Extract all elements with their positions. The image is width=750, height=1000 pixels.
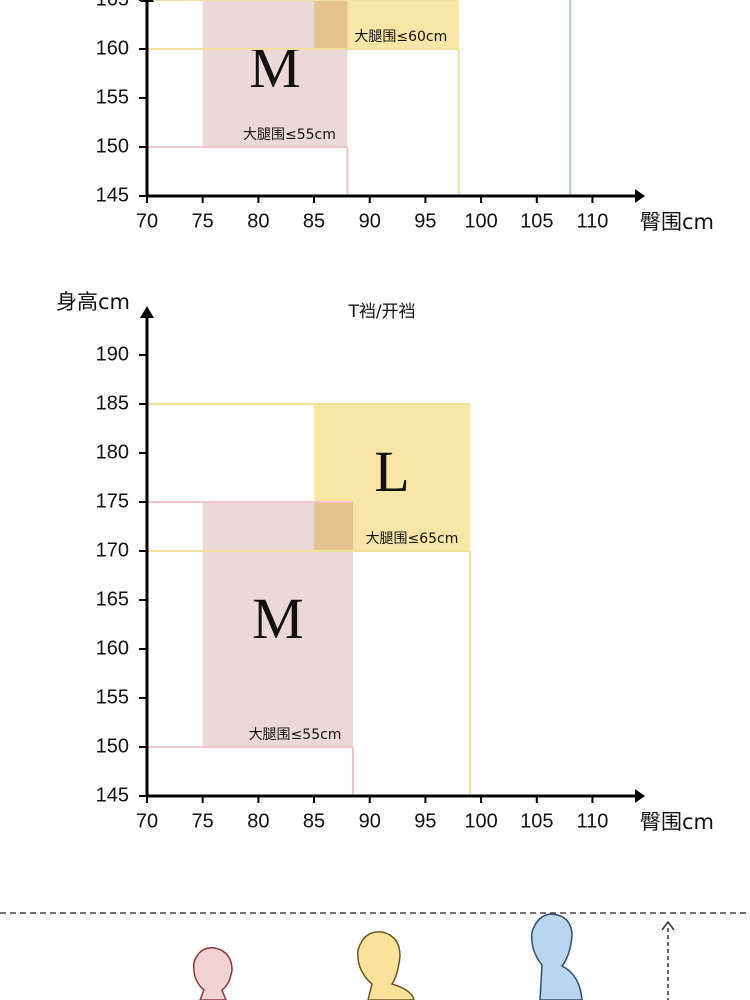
y-tick-label: 155 [96, 686, 129, 708]
size-letter: M [249, 35, 301, 100]
x-axis-arrow [635, 789, 645, 803]
chart: M 大腿围≤55cm 大腿围≤60cm 70 75 80 85 90 95 100 105 110 14… [96, 0, 714, 234]
y-tick-label: 180 [96, 441, 129, 463]
y-tick-label: 165 [96, 0, 129, 10]
x-tick-label: 85 [303, 810, 325, 832]
size-note: 大腿围≤60cm [354, 29, 447, 45]
x-tick-label: 75 [192, 210, 214, 232]
x-tick-label: 110 [577, 810, 609, 832]
x-tick-label: 110 [577, 210, 609, 232]
y-tick-label: 160 [96, 37, 129, 59]
x-tick-label: 70 [136, 210, 158, 232]
size-note: 大腿围≤65cm [366, 531, 459, 547]
x-tick-label: 90 [359, 810, 381, 832]
y-axis-arrow [140, 306, 154, 318]
y-tick-label: 175 [96, 490, 129, 512]
x-axis-arrow [635, 189, 645, 203]
y-tick-label: 155 [96, 86, 129, 108]
x-tick-label: 70 [136, 810, 158, 832]
y-tick-label: 160 [96, 637, 129, 659]
size-note: 大腿围≤55cm [243, 127, 336, 143]
size-box [314, 404, 470, 551]
x-tick-label: 100 [464, 810, 497, 832]
y-tick-label: 150 [96, 135, 129, 157]
y-tick-label: 165 [96, 588, 129, 610]
x-tick-label: 95 [414, 210, 436, 232]
x-axis-label: 臀围cm [640, 810, 714, 834]
y-tick-label: 145 [96, 784, 129, 806]
y-tick-label: 150 [96, 735, 129, 757]
y-tick-label: 190 [96, 343, 129, 365]
y-tick-label: 170 [96, 539, 129, 561]
figure-blue [530, 913, 583, 1000]
x-tick-label: 100 [464, 210, 497, 232]
x-tick-label: 90 [359, 210, 381, 232]
y-axis-label: 身高cm [56, 290, 130, 314]
y-tick-label: 145 [96, 184, 129, 206]
size-box [314, 0, 459, 49]
charts: M 大腿围≤55cm 大腿围≤60cm 70 75 80 85 90 95 100 105 110 14… [56, 0, 714, 834]
size-note: 大腿围≤55cm [249, 727, 342, 743]
x-axis-label: 臀围cm [640, 210, 714, 234]
x-tick-label: 80 [247, 210, 269, 232]
size-letter: M [252, 586, 304, 651]
chart-title: T裆/开裆 [347, 302, 415, 322]
x-tick-label: 105 [520, 210, 553, 232]
chart: M 大腿围≤55cm L 大腿围≤65cm 70 75 80 85 90 95 100 105 110 1… [56, 290, 714, 834]
height-arrow-head [661, 920, 675, 931]
x-tick-label: 95 [414, 810, 436, 832]
figure-pink [192, 947, 233, 1000]
figure-yellow [357, 931, 415, 1000]
size-letter: L [374, 439, 409, 504]
mannequins [0, 912, 750, 1000]
x-tick-label: 75 [192, 810, 214, 832]
x-tick-label: 105 [520, 810, 553, 832]
x-tick-label: 80 [247, 810, 269, 832]
x-tick-label: 85 [303, 210, 325, 232]
y-tick-label: 185 [96, 392, 129, 414]
